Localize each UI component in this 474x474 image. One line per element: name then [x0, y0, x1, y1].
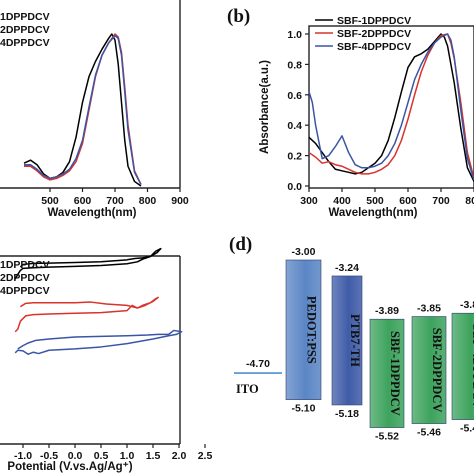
panel-c-xtick-label--1.0: -1.0 — [14, 450, 32, 462]
panel-b-series-1-line — [308, 33, 474, 182]
panel-a-xlabel: Wavelength(nm) — [47, 207, 136, 219]
sbf-1dppdcv-name: SBF-1DPPDCV — [388, 331, 402, 416]
panel-b-legend-entry-1: SBF-1DPPDCV — [337, 15, 411, 27]
panel-a-xtick-label-500: 500 — [41, 195, 59, 207]
panel-c-series — [14, 247, 183, 355]
ptb7-th-name: PTB7-TH — [348, 314, 362, 367]
panel-c-series-3-line — [14, 329, 183, 355]
panel-a-series-1-line — [23, 33, 142, 187]
panel-b-ytick-label-1.0: 1.0 — [287, 29, 302, 41]
panel-c-legend-entry-1: 1DPPDCV — [0, 259, 50, 271]
panel-b-ylabel: Absorbance(a.u.) — [259, 60, 271, 154]
panel-b-xtick-label-500: 500 — [366, 195, 384, 207]
panel-c-xlabel: Potential (V.vs.Ag/Ag⁺) — [7, 461, 132, 473]
panel-c-xtick-label--0.5: -0.5 — [40, 450, 58, 462]
panel-b-series-3-line — [308, 33, 474, 181]
sbf-4dppdcv-level-bar — [451, 312, 474, 420]
panel-a-xtick-label-700: 700 — [106, 195, 124, 207]
panel-b-xtick-label-800: 800 — [465, 195, 474, 207]
panel-c: Potential (V.vs.Ag/Ag⁺) -1.0 -0.5 0.0 0.5 1.… — [0, 247, 212, 473]
panel-b: (b) Absorbance(a.u.) Wavelength(nm) 300 4… — [227, 6, 474, 219]
panel-a-legend-entry-3: 4DPPDCV — [0, 37, 50, 49]
panel-c-xtick-label-2.0: 2.0 — [172, 450, 187, 462]
panel-c-legend-entry-2: 2DPPDCV — [0, 272, 50, 284]
panel-d-energy-diagram: -4.70 ITO -3.00 -5.10 PEDOT:PSS -3.24 -5.18 PTB… — [234, 246, 474, 443]
panel-b-ytick-label-0.6: 0.6 — [287, 90, 302, 102]
panel-c-xtick-label-1.0: 1.0 — [120, 450, 135, 462]
sbf-1dppdcv-lumo-label: -3.89 — [375, 305, 399, 317]
panel-c-legend-entry-3: 4DPPDCV — [0, 285, 50, 297]
ito-name: ITO — [236, 382, 259, 396]
panel-b-series-2-line — [308, 33, 474, 179]
pedot-pss-homo-label: -5.10 — [292, 403, 316, 415]
panel-b-label: (b) — [227, 6, 250, 27]
panel-b-xtick-label-700: 700 — [432, 195, 450, 207]
panel-b-ytick-label-0.4: 0.4 — [287, 120, 302, 132]
panel-c-ticks: -1.0 -0.5 0.0 0.5 1.0 1.5 2.0 2.5 — [14, 444, 212, 462]
ptb7-th-homo-label: -5.18 — [335, 408, 359, 420]
panel-b-xtick-label-400: 400 — [333, 195, 351, 207]
panel-a: Wavelength(nm) 500 600 700 800 900 1DPPDCV2D… — [0, 0, 189, 219]
panel-a-xtick-label-800: 800 — [139, 195, 157, 207]
panel-a-legend-entry-1: 1DPPDCV — [0, 11, 50, 23]
sbf-2dppdcv-level-bar — [411, 316, 447, 424]
panel-b-ytick-label-0.2: 0.2 — [287, 151, 302, 163]
panel-b-xlabel: Wavelength(nm) — [328, 207, 417, 219]
panel-a-xtick-label-600: 600 — [74, 195, 92, 207]
panel-b-xtick-label-600: 600 — [399, 195, 417, 207]
panel-a-legend-entry-2: 2DPPDCV — [0, 24, 50, 36]
panel-c-xtick-label-2.5: 2.5 — [198, 450, 213, 462]
panel-d-label: (d) — [229, 234, 252, 255]
panel-c-xtick-label-0.0: 0.0 — [68, 450, 83, 462]
sbf-1dppdcv-level-bar — [369, 318, 405, 428]
panel-d: (d) -4.70 ITO -3.00 -5.10 PEDOT:PSS -3.24 -5.1… — [229, 234, 474, 443]
panel-b-ytick-label-0.8: 0.8 — [287, 59, 302, 71]
ptb7-th-level-bar — [331, 275, 363, 406]
panel-b-frame — [308, 25, 474, 189]
panel-b-legend-entry-2: SBF-2DPPDCV — [337, 28, 411, 40]
panel-c-xtick-label-1.5: 1.5 — [146, 450, 161, 462]
panel-c-xtick-label-0.5: 0.5 — [94, 450, 109, 462]
ptb7-th-lumo-label: -3.24 — [335, 262, 359, 274]
ito-level-label: -4.70 — [246, 358, 270, 370]
sbf-4dppdcv-name: SBF-4DPPDCV — [470, 324, 474, 409]
panel-c-series-2-line — [14, 296, 159, 333]
panel-b-ticks: 300 400 500 600 700 800 0.0 0.2 0.4 0.6 0.8 1.0 — [287, 29, 474, 207]
panel-a-series-3-line — [24, 34, 142, 185]
sbf-4dppdcv-homo-label: -5.4 — [460, 423, 474, 435]
pedot-pss-name: PEDOT:PSS — [305, 296, 319, 364]
pedot-pss-level-bar — [285, 259, 322, 400]
panel-a-xtick-label-900: 900 — [171, 195, 189, 207]
sbf-2dppdcv-lumo-label: -3.85 — [417, 303, 441, 315]
panel-c-series-1-line — [14, 247, 162, 280]
panel-a-series — [23, 33, 142, 187]
sbf-4dppdcv-lumo-label: -3.8 — [460, 299, 474, 311]
sbf-2dppdcv-homo-label: -5.46 — [417, 427, 441, 439]
pedot-pss-lumo-label: -3.00 — [292, 246, 316, 258]
sbf-2dppdcv-name: SBF-2DPPDCV — [430, 328, 444, 413]
sbf-1dppdcv-homo-label: -5.52 — [375, 431, 399, 443]
panel-a-series-2-line — [24, 33, 142, 185]
panel-b-xtick-label-300: 300 — [300, 195, 318, 207]
panel-b-series — [308, 33, 474, 182]
panel-a-ticks: 500 600 700 800 900 — [41, 188, 189, 207]
panel-b-legend-entry-3: SBF-4DPPDCV — [337, 41, 411, 53]
panel-b-ytick-label-0.0: 0.0 — [287, 181, 302, 193]
